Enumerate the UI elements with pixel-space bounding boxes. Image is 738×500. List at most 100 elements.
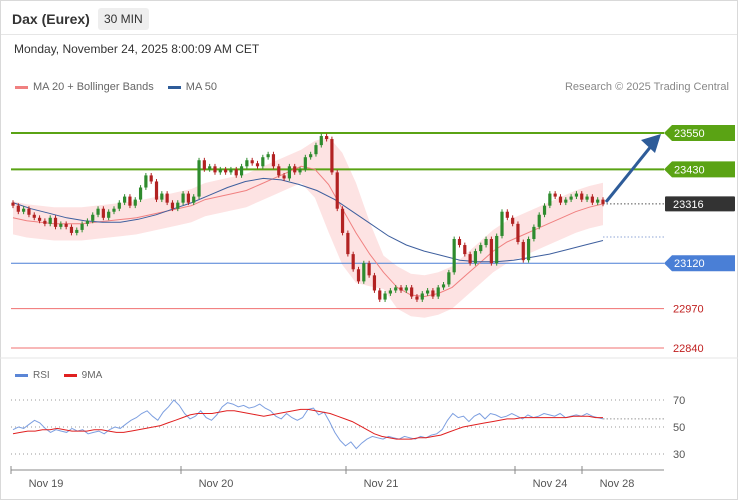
candle-body [37, 217, 42, 221]
candle-body [69, 226, 74, 233]
candle-body [149, 175, 153, 182]
candle-body [516, 223, 520, 243]
level-tag-23550 [664, 125, 735, 141]
candle-body [383, 293, 387, 300]
ma50-swatch [167, 85, 181, 89]
candle-body [526, 238, 531, 261]
candle-body [224, 169, 228, 173]
ma20-line [12, 165, 604, 298]
candle-body [138, 187, 143, 200]
candle-body [484, 238, 488, 246]
candle-body [197, 160, 201, 197]
candle-body [500, 211, 504, 236]
candle-body [213, 166, 217, 173]
candle-body [489, 238, 493, 264]
candle-body [48, 217, 52, 224]
candle-body [335, 172, 339, 209]
candle-body [378, 290, 382, 300]
x-label-4: Nov 28 [600, 478, 635, 490]
candle-body [80, 223, 84, 230]
candle-body [107, 211, 111, 218]
candle-body [261, 157, 265, 167]
instrument-title: Dax (Eurex) [12, 11, 90, 27]
candle-body [117, 202, 121, 209]
candle-body [420, 293, 424, 300]
candle-body [16, 205, 20, 212]
candle-body [505, 211, 509, 218]
candle-body [277, 166, 281, 176]
candle-body [234, 169, 238, 176]
candle-body [91, 214, 95, 221]
candle-body [404, 287, 408, 291]
candle-body [53, 217, 58, 227]
candle-body [356, 269, 361, 282]
candle-body [186, 193, 191, 203]
forecast-arrow-head [641, 134, 661, 153]
legend-ma50-label: MA 50 [185, 81, 217, 93]
candle-body [165, 193, 169, 203]
timeframe-badge[interactable]: 30 MIN [98, 8, 149, 30]
candle-body [548, 193, 552, 206]
candle-body [202, 160, 206, 170]
level-label-23316: 23316 [673, 199, 704, 211]
candle-body [479, 245, 483, 252]
legend-ma20: MA 20 + Bollinger Bands [15, 81, 154, 93]
candle-body [473, 251, 478, 264]
candle-body [574, 193, 579, 197]
candle-body [309, 154, 313, 158]
candle-body [181, 193, 185, 203]
candle-body [245, 160, 249, 167]
candle-body [303, 157, 307, 170]
candle-body [218, 169, 222, 173]
candle-body [319, 136, 323, 146]
forecast-arrow-shaft [604, 144, 654, 203]
legend-rsi: RSI [15, 370, 50, 381]
candle-body [457, 238, 462, 246]
x-label-3: Nov 24 [533, 478, 568, 490]
candle-body [532, 226, 536, 239]
level-label-23550: 23550 [674, 128, 705, 140]
candle-body [325, 136, 329, 140]
candle-body [32, 214, 36, 218]
candle-body [255, 163, 260, 167]
header-divider [1, 34, 737, 35]
candle-body [128, 196, 132, 206]
candle-body [564, 199, 568, 203]
credit-text: Research © 2025 Trading Central [564, 81, 729, 93]
candle-body [521, 242, 525, 261]
candle-body [410, 287, 414, 297]
level-label-22840: 22840 [673, 343, 704, 355]
ma50-line [12, 177, 604, 263]
candle-body [558, 196, 563, 203]
candle-body [585, 196, 589, 200]
candle-body [452, 238, 456, 273]
candle-body [293, 166, 297, 173]
level-label-23430: 23430 [674, 164, 705, 176]
legend-rsi-label: RSI [33, 370, 50, 381]
candle-body [160, 193, 164, 200]
candle-body [43, 220, 47, 224]
candle-body [64, 223, 68, 227]
candle-body [330, 139, 334, 173]
candle-body [394, 287, 398, 291]
bollinger-band [13, 136, 603, 318]
candle-body [399, 287, 403, 291]
candle-body [580, 193, 584, 200]
level-label-22970: 22970 [673, 304, 704, 316]
candle-body [144, 175, 148, 188]
candle-body [123, 196, 127, 203]
candle-body [287, 166, 291, 179]
candle-body [85, 220, 90, 224]
candle-body [11, 202, 15, 206]
candle-body [271, 154, 276, 167]
rsi-ma-swatch [63, 374, 77, 377]
candle-body [415, 296, 419, 300]
candle-body [250, 160, 254, 164]
level-tag-23120 [664, 255, 735, 272]
rsi-ma-line [12, 408, 603, 440]
candle-body [192, 196, 196, 203]
level-tag-23430 [664, 161, 735, 178]
candle-body [463, 245, 467, 255]
